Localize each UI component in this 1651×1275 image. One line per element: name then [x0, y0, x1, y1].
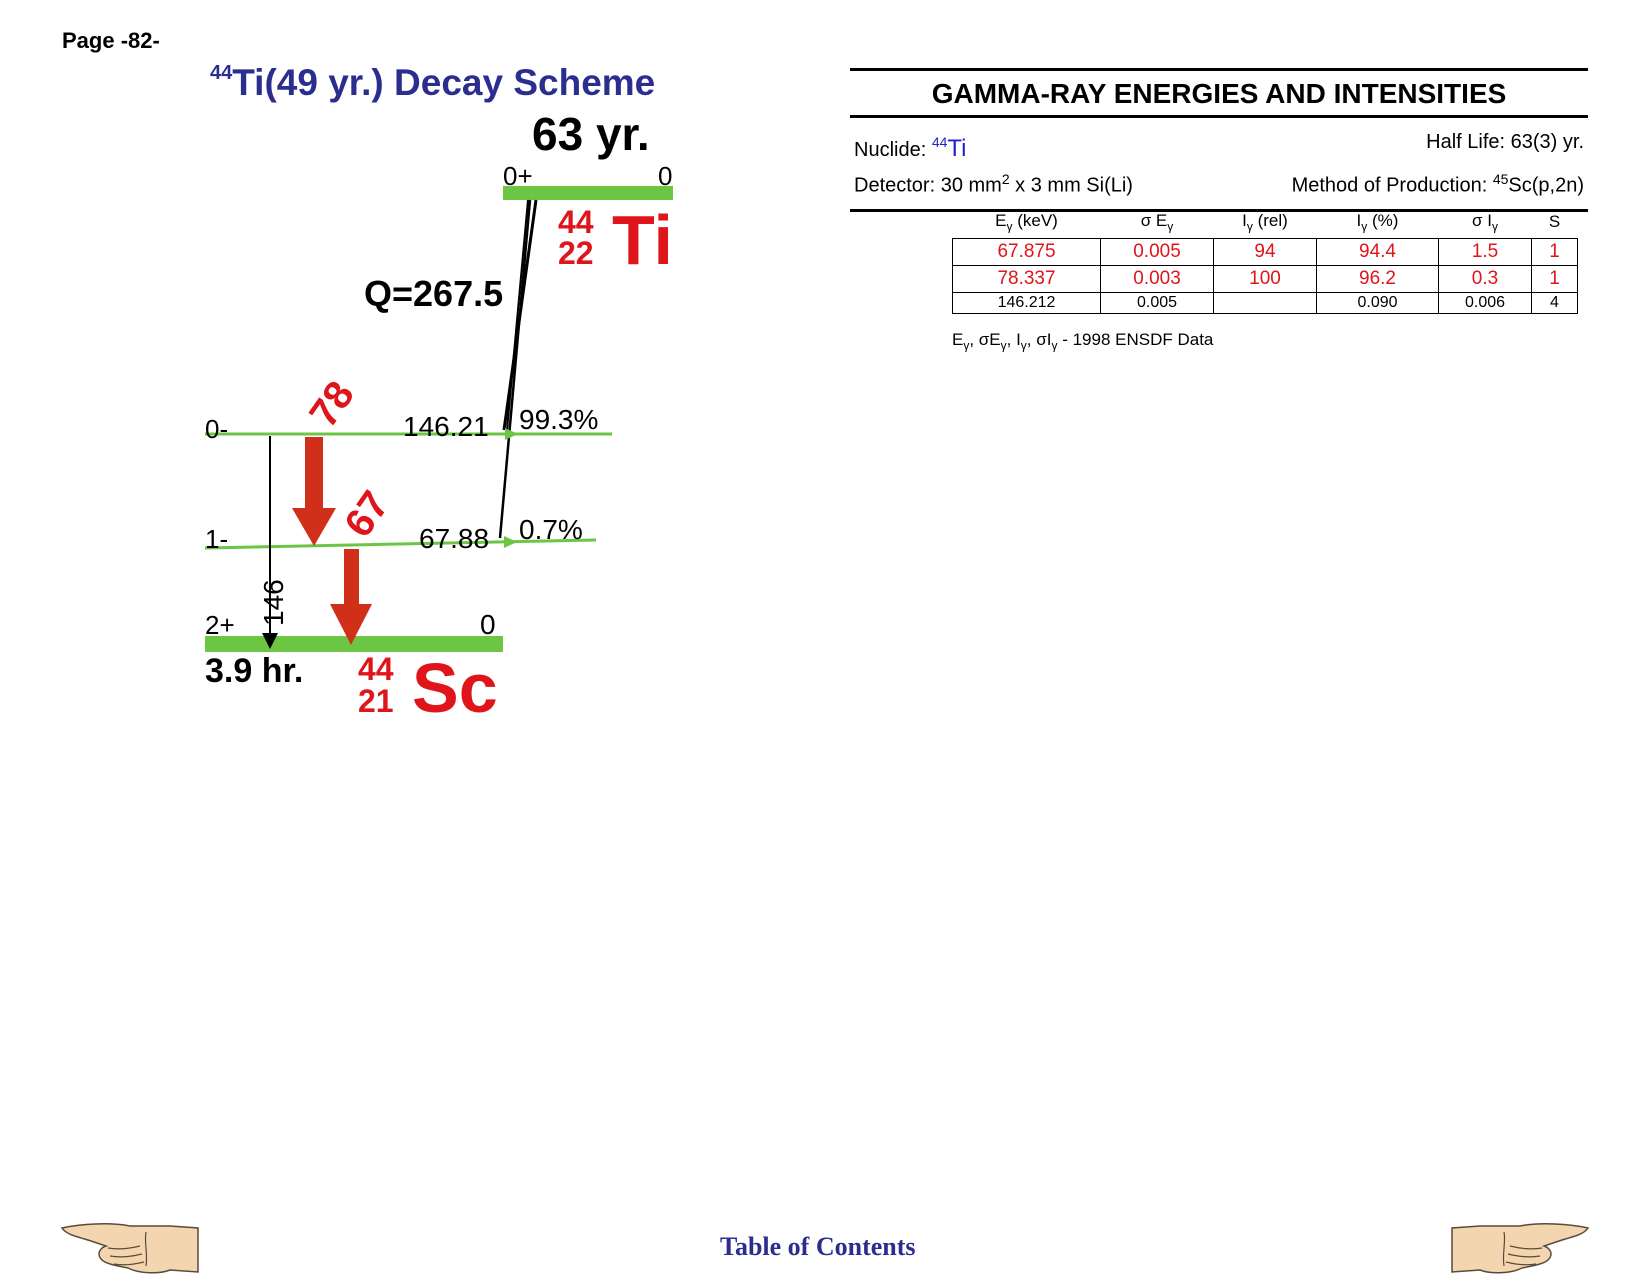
- detector-sup: 2: [1001, 171, 1010, 187]
- parent-spin: 0+: [503, 161, 533, 191]
- parent-atomic-number: 22: [558, 235, 594, 271]
- detector-info: Detector: 30 mm2 x 3 mm Si(Li): [854, 165, 1133, 201]
- nuclide-info: Nuclide: 44Ti: [854, 128, 967, 165]
- cell-intensity-pct: 0.090: [1316, 292, 1439, 314]
- table-of-contents-link[interactable]: Table of Contents: [720, 1232, 916, 1261]
- pointing-hand-left-icon[interactable]: [60, 1218, 200, 1274]
- cell-sigma-energy: 0.005: [1100, 238, 1214, 266]
- parent-symbol: Ti: [612, 201, 673, 279]
- level-spin-0minus: 0-: [205, 414, 228, 444]
- beta-branch-line-0minus-b: [506, 199, 529, 431]
- footnote-source: - 1998 ENSDF Data: [1057, 330, 1214, 349]
- col-sigma-energy: σ Eγ: [1140, 210, 1174, 234]
- cell-sigma-energy: 0.003: [1100, 265, 1214, 293]
- decay-scheme-title: 44Ti(49 yr.) Decay Scheme: [210, 62, 655, 104]
- cell-energy: 67.875: [952, 238, 1101, 266]
- cell-intensity-rel: [1213, 292, 1317, 314]
- daughter-atomic-number: 21: [358, 683, 394, 719]
- table-row: 67.875 0.005 94 94.4 1.5 1: [952, 238, 1578, 266]
- pointing-hand-right-icon[interactable]: [1450, 1218, 1590, 1274]
- table-footnote: Eγ, σEγ, Iγ, σIγ - 1998 ENSDF Data: [952, 330, 1214, 353]
- cell-intensity-pct: 94.4: [1316, 238, 1439, 266]
- production-sup: 45: [1492, 171, 1509, 187]
- gamma-table-header: Eγ (keV) σ Eγ Iγ (rel) Iγ (%) σ Iγ S: [953, 206, 1578, 239]
- branch-ratio-1minus: 0.7%: [519, 514, 583, 545]
- gamma-78-arrow: [292, 437, 336, 546]
- parent-mass-number: 44: [558, 204, 594, 240]
- gamma-info-panel: GAMMA-RAY ENERGIES AND INTENSITIES Nucli…: [850, 68, 1588, 212]
- gamma-table-title: GAMMA-RAY ENERGIES AND INTENSITIES: [931, 78, 1507, 109]
- gamma-78-label: 78: [301, 373, 363, 435]
- gamma-table: Eγ (keV) σ Eγ Iγ (rel) Iγ (%) σ Iγ S 67.…: [952, 206, 1578, 314]
- cell-s: 1: [1531, 238, 1578, 266]
- cell-sigma-intensity: 1.5: [1438, 238, 1532, 266]
- production-suffix: Sc(p,2n): [1508, 174, 1584, 197]
- cell-sigma-intensity: 0.006: [1438, 292, 1532, 314]
- feed-arrow-1minus: [504, 536, 517, 548]
- cell-intensity-rel: 94: [1213, 238, 1317, 266]
- level-energy-67: 67.88: [419, 523, 489, 554]
- gamma-67-label: 67: [336, 483, 398, 545]
- col-energy: Eγ (keV): [995, 210, 1058, 234]
- cell-sigma-intensity: 0.3: [1438, 265, 1532, 293]
- table-row: 78.337 0.003 100 96.2 0.3 1: [952, 265, 1578, 293]
- title-mass-number: 44: [210, 62, 233, 84]
- production-prefix: Method of Production:: [1291, 174, 1493, 197]
- daughter-symbol: Sc: [412, 649, 498, 727]
- page-number: Page -82-: [62, 28, 160, 53]
- info-row-detector: Detector: 30 mm2 x 3 mm Si(Li) Method of…: [850, 165, 1588, 201]
- daughter-mass-number: 44: [358, 651, 394, 687]
- daughter-level-bar: [205, 636, 503, 652]
- level-spin-2plus: 2+: [205, 610, 235, 640]
- top-rule: [850, 68, 1588, 71]
- cell-s: 4: [1531, 292, 1578, 314]
- level-spin-1minus: 1-: [205, 524, 228, 554]
- branch-ratio-0minus: 99.3%: [519, 404, 598, 435]
- parent-half-life: 63 yr.: [532, 108, 650, 160]
- info-rule: [850, 208, 1588, 212]
- detector-prefix: Detector: 30 mm: [854, 174, 1002, 197]
- info-row-nuclide: Nuclide: 44Ti Half Life: 63(3) yr.: [850, 128, 1588, 165]
- col-sigma-intensity: σ Iγ: [1472, 210, 1498, 234]
- title-rule: [850, 115, 1588, 118]
- decay-scheme-diagram: 63 yr. 0+ 0 44 22 Ti Q=267.5 0- 146.21 9…: [204, 108, 673, 727]
- production-info: Method of Production: 45Sc(p,2n): [1292, 165, 1584, 201]
- parent-energy: 0: [658, 161, 672, 191]
- cell-energy: 78.337: [952, 265, 1101, 293]
- table-row: 146.212 0.005 0.090 0.006 4: [952, 292, 1578, 314]
- q-value: Q=267.5: [364, 273, 503, 314]
- nuclide-label: Nuclide:: [854, 139, 927, 161]
- col-intensity-pct: Iγ (%): [1356, 210, 1399, 234]
- parent-level-bar: [503, 186, 673, 200]
- cell-intensity-pct: 96.2: [1316, 265, 1439, 293]
- cell-sigma-energy: 0.005: [1100, 292, 1214, 314]
- nuclide-symbol: Ti: [947, 135, 967, 162]
- col-s: S: [1548, 212, 1561, 231]
- col-intensity-rel: Iγ (rel): [1242, 210, 1288, 234]
- detector-suffix: x 3 mm Si(Li): [1009, 174, 1133, 197]
- level-energy-0: 0: [480, 609, 496, 640]
- beta-branch-line-1minus: [498, 199, 532, 539]
- feed-arrow-0minus: [505, 428, 518, 440]
- level-energy-146: 146.21: [403, 411, 489, 442]
- gamma-146-label: 146: [258, 579, 289, 626]
- gamma-67-arrow: [330, 549, 372, 645]
- title-text: Ti(49 yr.) Decay Scheme: [232, 62, 656, 103]
- half-life-info: Half Life: 63(3) yr.: [1426, 131, 1584, 153]
- cell-s: 1: [1531, 265, 1578, 293]
- daughter-half-life: 3.9 hr.: [205, 652, 303, 690]
- cell-energy: 146.212: [952, 292, 1101, 314]
- nuclide-mass: 44: [931, 134, 948, 150]
- cell-intensity-rel: 100: [1213, 265, 1317, 293]
